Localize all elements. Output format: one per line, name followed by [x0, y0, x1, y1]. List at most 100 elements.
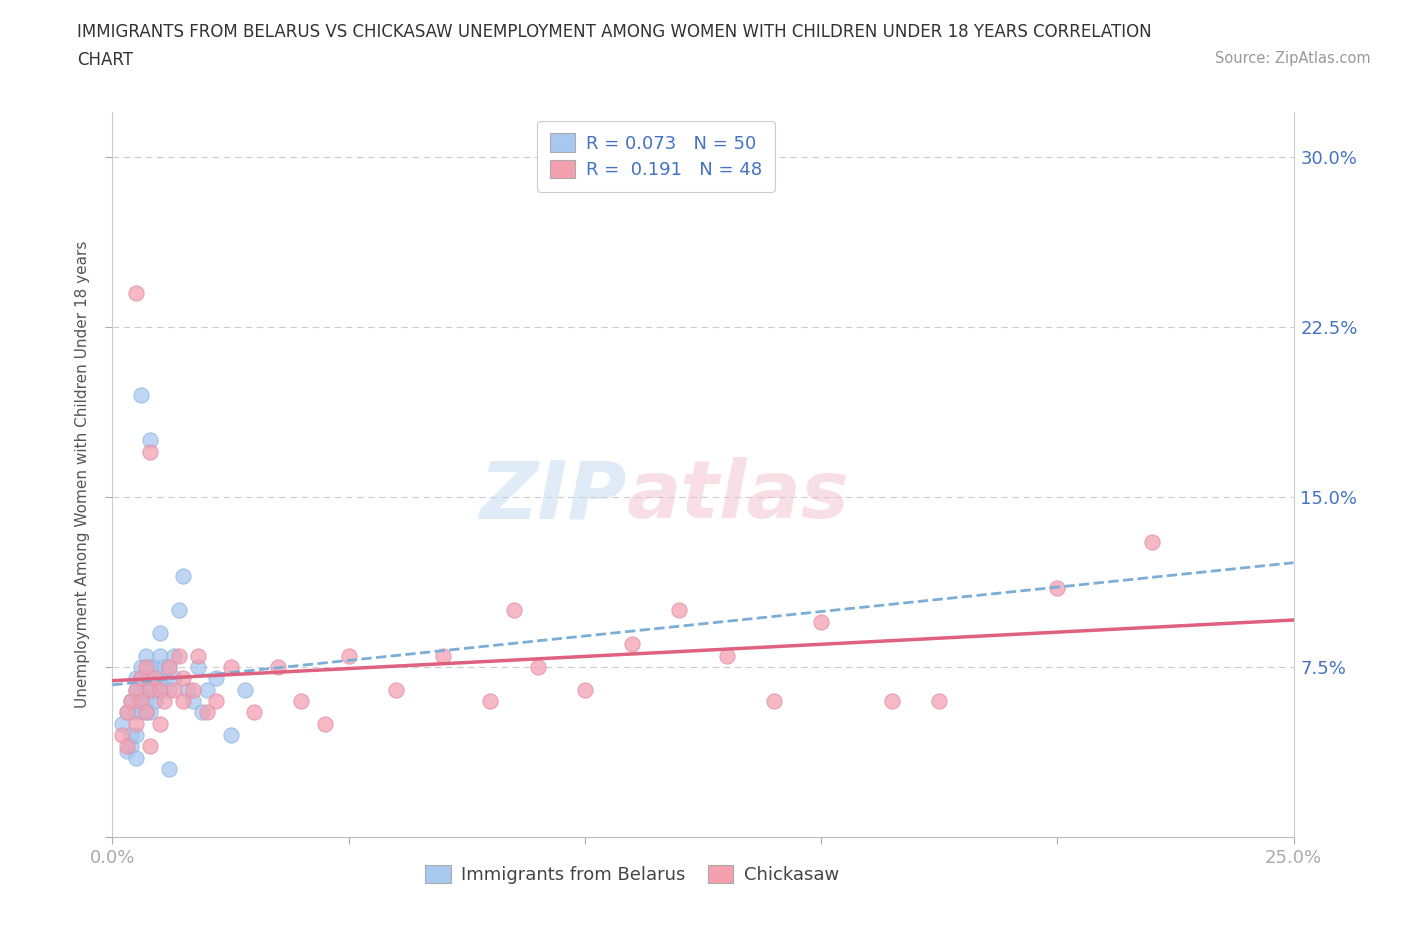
Point	[149, 683, 172, 698]
Point	[139, 683, 162, 698]
Point	[153, 694, 176, 709]
Point	[139, 671, 162, 685]
Point	[143, 671, 166, 685]
Point	[125, 751, 148, 765]
Point	[172, 694, 194, 709]
Point	[157, 762, 180, 777]
Point	[125, 683, 148, 698]
Point	[195, 683, 218, 698]
Point	[290, 694, 312, 709]
Point	[139, 445, 162, 459]
Point	[314, 716, 336, 731]
Point	[129, 659, 152, 674]
Point	[716, 648, 738, 663]
Point	[385, 683, 408, 698]
Point	[172, 569, 194, 584]
Point	[125, 286, 148, 300]
Point	[129, 671, 152, 685]
Point	[125, 683, 148, 698]
Point	[810, 614, 832, 629]
Legend: Immigrants from Belarus, Chickasaw: Immigrants from Belarus, Chickasaw	[416, 856, 848, 893]
Point	[167, 603, 190, 618]
Point	[267, 659, 290, 674]
Point	[139, 659, 162, 674]
Point	[149, 626, 172, 641]
Point	[163, 648, 186, 663]
Point	[163, 671, 186, 685]
Point	[149, 716, 172, 731]
Point	[205, 694, 228, 709]
Point	[135, 659, 157, 674]
Point	[120, 738, 142, 753]
Point	[115, 705, 138, 720]
Text: Source: ZipAtlas.com: Source: ZipAtlas.com	[1215, 51, 1371, 66]
Point	[149, 648, 172, 663]
Point	[120, 727, 142, 742]
Point	[115, 738, 138, 753]
Text: CHART: CHART	[77, 51, 134, 69]
Point	[129, 694, 152, 709]
Point	[337, 648, 360, 663]
Point	[139, 705, 162, 720]
Point	[574, 683, 596, 698]
Point	[153, 671, 176, 685]
Text: ZIP: ZIP	[479, 457, 626, 535]
Point	[432, 648, 454, 663]
Point	[880, 694, 903, 709]
Point	[172, 671, 194, 685]
Point	[129, 694, 152, 709]
Point	[503, 603, 526, 618]
Point	[181, 683, 204, 698]
Point	[149, 671, 172, 685]
Point	[233, 683, 256, 698]
Point	[186, 648, 208, 663]
Point	[135, 705, 157, 720]
Point	[129, 683, 152, 698]
Point	[195, 705, 218, 720]
Point	[668, 603, 690, 618]
Point	[621, 637, 644, 652]
Point	[157, 683, 180, 698]
Point	[1046, 580, 1069, 595]
Text: atlas: atlas	[626, 457, 849, 535]
Point	[143, 694, 166, 709]
Point	[479, 694, 502, 709]
Point	[219, 727, 242, 742]
Point	[135, 694, 157, 709]
Text: IMMIGRANTS FROM BELARUS VS CHICKASAW UNEMPLOYMENT AMONG WOMEN WITH CHILDREN UNDE: IMMIGRANTS FROM BELARUS VS CHICKASAW UNE…	[77, 23, 1152, 41]
Point	[1140, 535, 1163, 550]
Point	[139, 738, 162, 753]
Point	[243, 705, 266, 720]
Point	[177, 683, 200, 698]
Point	[157, 659, 180, 674]
Point	[111, 716, 134, 731]
Point	[219, 659, 242, 674]
Point	[135, 648, 157, 663]
Point	[153, 659, 176, 674]
Point	[139, 683, 162, 698]
Point	[135, 683, 157, 698]
Point	[120, 694, 142, 709]
Point	[191, 705, 214, 720]
Point	[115, 743, 138, 758]
Point	[125, 705, 148, 720]
Point	[205, 671, 228, 685]
Point	[143, 683, 166, 698]
Point	[115, 705, 138, 720]
Point	[157, 659, 180, 674]
Point	[526, 659, 548, 674]
Point	[186, 659, 208, 674]
Y-axis label: Unemployment Among Women with Children Under 18 years: Unemployment Among Women with Children U…	[75, 241, 90, 708]
Point	[125, 671, 148, 685]
Point	[120, 694, 142, 709]
Point	[163, 683, 186, 698]
Point	[928, 694, 950, 709]
Point	[762, 694, 785, 709]
Point	[167, 648, 190, 663]
Point	[125, 716, 148, 731]
Point	[129, 388, 152, 403]
Point	[181, 694, 204, 709]
Point	[111, 727, 134, 742]
Point	[149, 683, 172, 698]
Point	[139, 432, 162, 447]
